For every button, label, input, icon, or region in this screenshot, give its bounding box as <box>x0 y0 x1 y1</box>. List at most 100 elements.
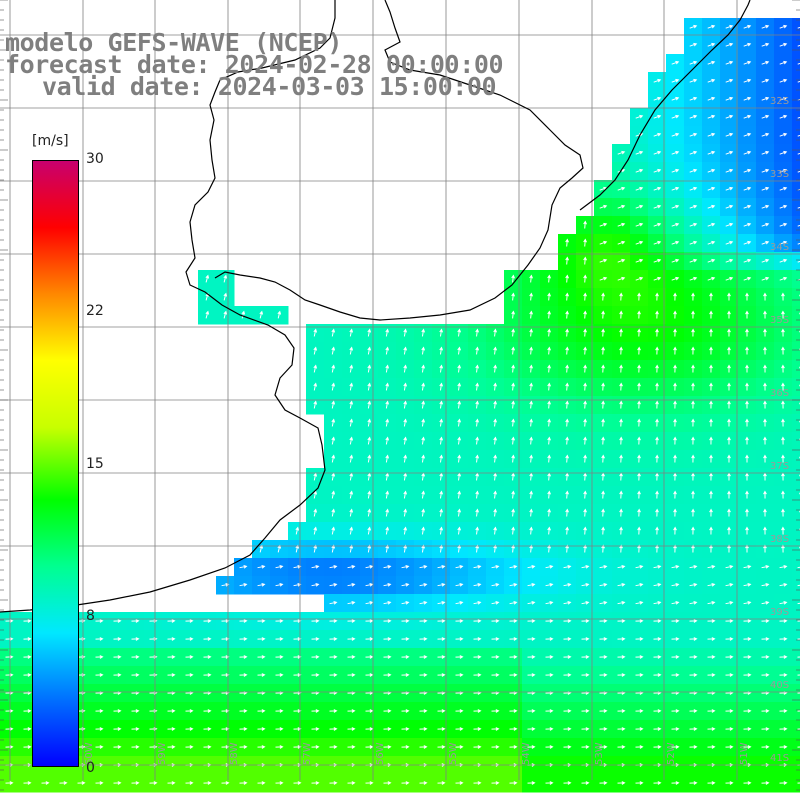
wind-arrow <box>293 673 302 677</box>
wind-arrow <box>781 382 785 391</box>
wind-arrow <box>383 655 392 659</box>
wind-arrow <box>421 544 426 553</box>
wind-arrow <box>311 582 320 587</box>
wind-arrow <box>779 745 788 749</box>
field-cell <box>792 72 800 91</box>
wind-arrow <box>781 292 785 301</box>
wind-arrow <box>493 382 497 391</box>
wind-arrow <box>671 745 680 749</box>
wind-arrow <box>673 292 677 301</box>
wind-arrow <box>797 152 800 155</box>
wind-arrow <box>23 673 32 677</box>
field-cell <box>792 648 800 667</box>
wind-arrow <box>367 490 372 499</box>
wind-arrow <box>691 454 695 463</box>
wind-arrow <box>727 346 731 355</box>
wind-arrow <box>691 526 695 535</box>
wind-arrow <box>437 727 446 731</box>
wind-arrow <box>331 436 336 445</box>
wind-arrow <box>311 637 320 641</box>
wind-arrow <box>203 619 212 623</box>
wind-arrow <box>545 745 554 749</box>
wind-arrow <box>275 582 284 587</box>
wind-arrow <box>707 114 716 119</box>
field-cell <box>792 342 800 361</box>
wind-arrow <box>671 204 680 209</box>
wind-arrow <box>241 310 246 319</box>
wind-arrow <box>457 382 462 391</box>
field-cell <box>792 468 800 487</box>
wind-arrow <box>565 526 569 535</box>
wind-arrow <box>637 346 641 355</box>
wind-arrow <box>653 186 662 191</box>
wind-speed-field <box>0 18 800 793</box>
wind-arrow <box>311 709 320 713</box>
wind-arrow <box>707 60 716 65</box>
wind-arrow <box>743 24 752 29</box>
wind-arrow <box>203 709 212 713</box>
wind-arrow <box>797 674 800 676</box>
wind-arrow <box>583 364 587 373</box>
wind-arrow <box>457 472 462 481</box>
wind-arrow <box>655 310 659 319</box>
wind-arrow <box>797 566 800 569</box>
wind-arrow <box>475 418 480 427</box>
wind-arrow <box>131 655 140 659</box>
wind-arrow <box>797 638 800 640</box>
wind-arrow <box>689 114 698 119</box>
wind-arrow <box>403 544 408 553</box>
wind-arrow <box>511 544 515 553</box>
wind-arrow <box>439 526 444 535</box>
wind-arrow <box>689 637 698 641</box>
wind-arrow <box>203 673 212 677</box>
wind-arrow <box>293 709 302 713</box>
wind-arrow <box>653 745 662 749</box>
wind-arrow <box>239 655 248 659</box>
field-cell <box>792 18 800 37</box>
field-cell <box>792 324 800 343</box>
wind-arrow <box>727 544 731 553</box>
wind-arrow <box>311 727 320 731</box>
wind-arrow <box>619 364 623 373</box>
wind-arrow <box>221 582 230 587</box>
wind-arrow <box>671 582 680 587</box>
wind-arrow <box>565 292 569 301</box>
wind-arrow <box>655 346 659 355</box>
wind-arrow <box>313 400 318 409</box>
wind-arrow <box>419 655 428 659</box>
lat-label: 32S <box>770 96 789 107</box>
wind-arrow <box>743 132 752 137</box>
wind-arrow <box>781 346 785 355</box>
wind-arrow <box>599 673 608 677</box>
wind-arrow <box>671 600 680 605</box>
wind-arrow <box>383 564 392 569</box>
wind-arrow <box>511 310 515 319</box>
wind-arrow <box>797 620 800 622</box>
wind-arrow <box>689 132 698 137</box>
wind-arrow <box>797 26 800 29</box>
wind-arrow <box>743 204 752 209</box>
field-cell <box>792 558 800 577</box>
wind-arrow <box>583 436 587 445</box>
wind-arrow <box>565 544 569 553</box>
wind-arrow <box>385 526 390 535</box>
wind-arrow <box>23 619 32 623</box>
wind-arrow <box>455 745 464 749</box>
wind-arrow <box>581 745 590 749</box>
wind-arrow <box>491 637 500 641</box>
field-cell <box>792 684 800 703</box>
wind-arrow <box>617 240 626 245</box>
wind-arrow <box>689 564 698 569</box>
wind-arrow <box>331 490 336 499</box>
wind-arrow <box>457 508 462 517</box>
wind-arrow <box>761 655 770 659</box>
wind-arrow <box>671 60 680 65</box>
wind-arrow <box>671 673 680 677</box>
wind-arrow <box>313 382 318 391</box>
wind-arrow <box>491 619 500 623</box>
wind-arrow <box>473 673 482 677</box>
wind-arrow <box>295 526 300 535</box>
wind-arrow <box>689 582 698 587</box>
colorbar <box>32 160 79 767</box>
wind-arrow <box>797 44 800 47</box>
